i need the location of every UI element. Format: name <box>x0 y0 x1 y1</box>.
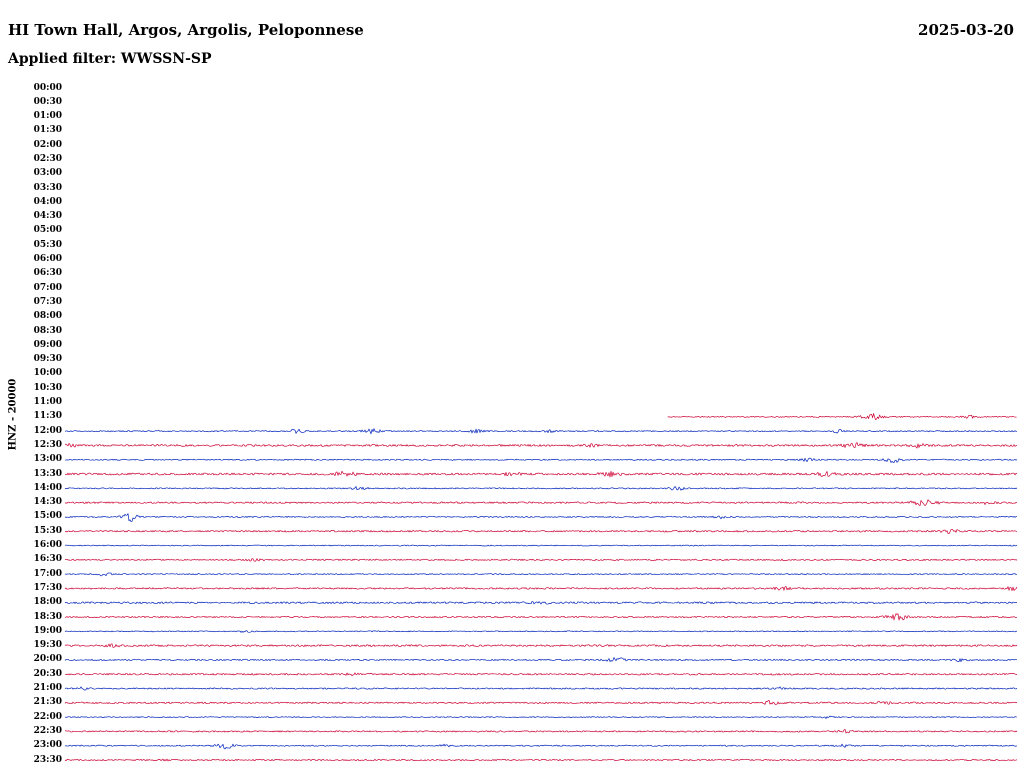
time-label: 03:30 <box>33 182 62 193</box>
time-label: 13:00 <box>33 454 62 465</box>
time-label: 11:00 <box>33 397 62 408</box>
time-label: 15:30 <box>33 525 62 536</box>
seismo-trace-20:00 <box>64 657 1018 663</box>
seismo-trace-21:30 <box>64 699 1018 705</box>
time-label: 22:30 <box>33 725 62 736</box>
time-label: 02:30 <box>33 153 62 164</box>
time-label: 06:00 <box>33 254 62 265</box>
time-label: 07:00 <box>33 282 62 293</box>
time-label: 15:00 <box>33 511 62 522</box>
time-label: 02:00 <box>33 139 62 150</box>
time-label: 09:00 <box>33 339 62 350</box>
time-label: 10:30 <box>33 382 62 393</box>
seismo-trace-12:30 <box>64 442 1018 449</box>
station-title: HI Town Hall, Argos, Argolis, Peloponnes… <box>8 21 364 39</box>
time-label: 12:30 <box>33 439 62 450</box>
time-label: 19:00 <box>33 625 62 636</box>
time-label: 03:00 <box>33 168 62 179</box>
time-label: 06:30 <box>33 268 62 279</box>
seismo-trace-13:30 <box>64 470 1018 478</box>
seismo-trace-18:30 <box>64 613 1018 621</box>
time-label: 10:00 <box>33 368 62 379</box>
time-label: 04:00 <box>33 196 62 207</box>
time-label: 19:30 <box>33 640 62 651</box>
time-label: 05:30 <box>33 239 62 250</box>
time-label: 12:00 <box>33 425 62 436</box>
time-label: 11:30 <box>33 411 62 422</box>
seismo-trace-19:00 <box>64 630 1017 633</box>
seismo-trace-23:00 <box>64 743 1018 750</box>
seismo-trace-21:00 <box>64 686 1018 691</box>
seismo-trace-16:30 <box>64 558 1018 562</box>
seismo-trace-17:00 <box>64 572 1018 577</box>
time-label: 17:30 <box>33 582 62 593</box>
seismo-trace-11:30 <box>667 413 1017 421</box>
seismo-trace-15:00 <box>64 513 1018 522</box>
time-label: 14:00 <box>33 482 62 493</box>
time-label: 23:00 <box>33 740 62 751</box>
seismo-trace-22:00 <box>64 715 1018 719</box>
time-label: 22:00 <box>33 711 62 722</box>
seismo-trace-17:30 <box>64 586 1018 592</box>
time-label: 04:30 <box>33 211 62 222</box>
seismo-trace-15:30 <box>64 528 1018 535</box>
seismo-trace-20:30 <box>64 672 1018 677</box>
time-label: 05:00 <box>33 225 62 236</box>
time-label: 20:00 <box>33 654 62 665</box>
time-label: 01:30 <box>33 125 62 136</box>
time-label: 16:30 <box>33 554 62 565</box>
time-label: 16:00 <box>33 540 62 551</box>
seismo-trace-22:30 <box>64 729 1018 734</box>
time-label: 08:30 <box>33 325 62 336</box>
time-label: 00:00 <box>33 82 62 93</box>
time-label: 07:30 <box>33 296 62 307</box>
time-label: 17:00 <box>33 568 62 579</box>
seismo-trace-16:00 <box>64 544 1018 547</box>
time-label: 09:30 <box>33 354 62 365</box>
applied-filter-label: Applied filter: WWSSN-SP <box>8 51 212 67</box>
seismo-trace-23:30 <box>64 758 1018 762</box>
seismo-trace-13:00 <box>64 457 1018 463</box>
time-label: 20:30 <box>33 668 62 679</box>
time-label: 23:30 <box>33 754 62 765</box>
time-label: 08:00 <box>33 311 62 322</box>
seismo-trace-19:30 <box>64 643 1018 648</box>
time-label: 18:30 <box>33 611 62 622</box>
time-label: 21:00 <box>33 683 62 694</box>
time-label: 01:00 <box>33 111 62 122</box>
record-date: 2025-03-20 <box>918 21 1014 39</box>
time-label: 00:30 <box>33 96 62 107</box>
time-label: 13:30 <box>33 468 62 479</box>
time-label: 14:30 <box>33 497 62 508</box>
seismo-trace-14:00 <box>64 486 1018 491</box>
time-label: 21:30 <box>33 697 62 708</box>
seismo-trace-12:00 <box>64 428 1018 435</box>
time-label: 18:00 <box>33 597 62 608</box>
seismo-trace-14:30 <box>64 499 1018 506</box>
seismo-trace-18:00 <box>64 601 1018 605</box>
